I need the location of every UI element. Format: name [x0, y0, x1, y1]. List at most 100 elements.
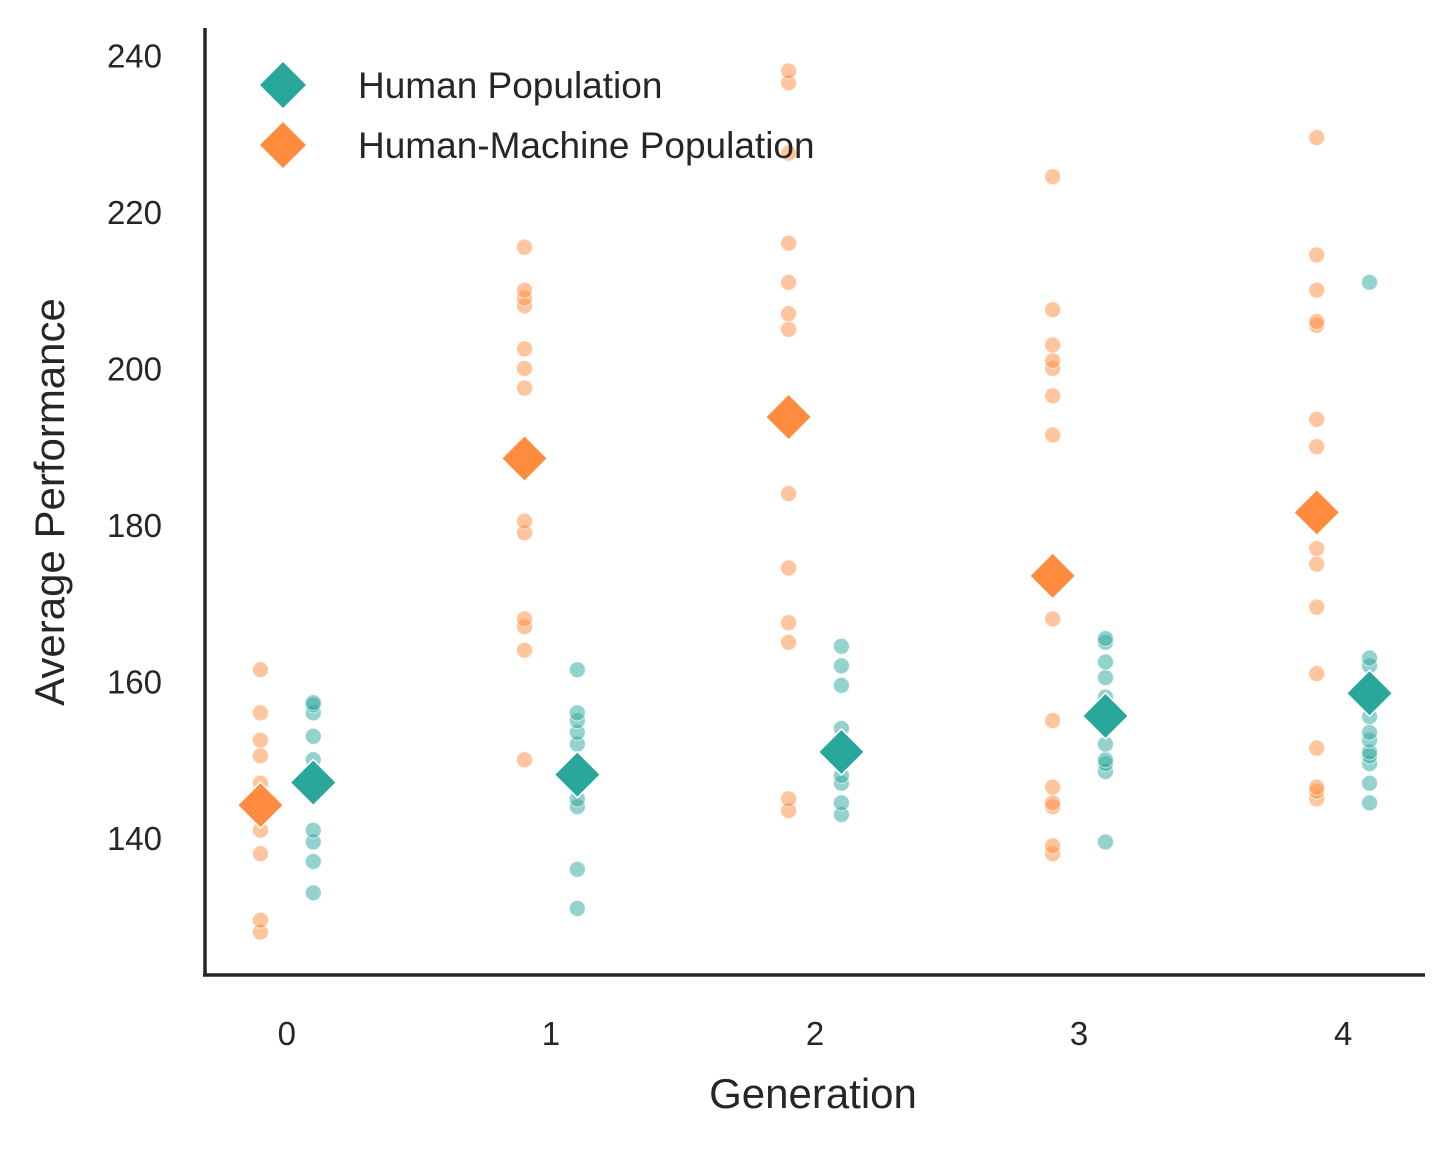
point-human-machine-gen3-4 — [1044, 778, 1062, 796]
points-layer — [251, 62, 1379, 941]
point-human-machine-gen4-14 — [1308, 129, 1326, 147]
point-human-gen3-0 — [1096, 833, 1114, 851]
point-human-gen0-0 — [304, 884, 322, 902]
legend-marker-human — [260, 62, 306, 108]
mean-human-machine-gen3 — [1028, 551, 1077, 600]
point-human-machine-gen4-4 — [1308, 665, 1326, 683]
point-human-machine-gen2-9 — [780, 234, 798, 252]
point-human-machine-gen3-3 — [1044, 794, 1062, 812]
point-human-gen2-1 — [832, 794, 850, 812]
point-human-machine-gen0-8 — [251, 731, 269, 749]
point-human-machine-gen2-2 — [780, 633, 798, 651]
point-human-gen1-9 — [568, 704, 586, 722]
point-human-gen0-3 — [304, 821, 322, 839]
point-human-machine-gen4-7 — [1308, 539, 1326, 557]
mean-human-gen0 — [289, 758, 338, 807]
mean-human-gen4 — [1345, 669, 1394, 718]
ticks-layer: 0 1 2 3 4 140 160 180 200 220 240 — [107, 37, 1352, 1052]
point-human-machine-gen2-5 — [780, 485, 798, 503]
mean-human-machine-gen4 — [1292, 488, 1341, 537]
y-tick-label-140: 140 — [107, 820, 162, 857]
point-human-machine-gen1-5 — [516, 512, 534, 530]
mean-human-machine-gen1 — [500, 434, 549, 483]
point-human-gen4-0 — [1361, 794, 1379, 812]
legend-item-human-machine: Human-Machine Population — [260, 122, 815, 168]
mean-human-gen3 — [1081, 691, 1130, 741]
point-human-machine-gen2-8 — [780, 273, 798, 291]
y-tick-label-240: 240 — [107, 37, 162, 74]
point-human-gen3-7 — [1096, 669, 1114, 687]
point-human-machine-gen1-7 — [516, 359, 534, 377]
point-human-gen2-7 — [832, 676, 850, 694]
y-axis-title: Average Performance — [26, 298, 73, 706]
x-axis-title: Generation — [709, 1070, 917, 1117]
point-human-gen4-10 — [1361, 649, 1379, 667]
point-human-machine-gen3-8 — [1044, 387, 1062, 405]
point-human-machine-gen0-7 — [251, 747, 269, 765]
point-human-gen0-10 — [304, 694, 322, 712]
legend-label-human-machine: Human-Machine Population — [358, 125, 815, 166]
point-human-machine-gen4-11 — [1308, 312, 1326, 330]
x-tick-label-4: 4 — [1334, 1015, 1352, 1052]
point-human-machine-gen2-12 — [780, 62, 798, 80]
point-human-gen2-8 — [832, 657, 850, 675]
legend-item-human: Human Population — [260, 62, 662, 108]
point-human-gen1-0 — [568, 899, 586, 917]
point-human-machine-gen4-5 — [1308, 598, 1326, 616]
point-human-machine-gen3-7 — [1044, 426, 1062, 444]
legend: Human Population Human-Machine Populatio… — [260, 62, 815, 168]
point-human-machine-gen2-7 — [780, 305, 798, 323]
point-human-machine-gen0-1 — [251, 911, 269, 929]
point-human-machine-gen3-1 — [1044, 837, 1062, 855]
point-human-machine-gen1-0 — [516, 751, 534, 769]
point-human-machine-gen2-3 — [780, 614, 798, 632]
means-layer — [236, 392, 1394, 830]
point-human-machine-gen4-12 — [1308, 281, 1326, 299]
y-tick-label-180: 180 — [107, 507, 162, 544]
point-human-machine-gen4-2 — [1308, 778, 1326, 796]
point-human-gen3-10 — [1096, 629, 1114, 647]
point-human-gen0-7 — [304, 727, 322, 745]
x-tick-label-0: 0 — [278, 1015, 296, 1052]
mean-human-machine-gen2 — [764, 392, 813, 442]
point-human-machine-gen4-9 — [1308, 410, 1326, 428]
x-tick-label-2: 2 — [806, 1015, 824, 1052]
mean-human-gen2 — [817, 727, 866, 777]
point-human-machine-gen1-8 — [516, 340, 534, 358]
mean-human-machine-gen0 — [236, 781, 285, 830]
y-tick-label-220: 220 — [107, 194, 162, 231]
point-human-gen3-8 — [1096, 653, 1114, 671]
point-human-machine-gen1-1 — [516, 641, 534, 659]
legend-marker-human-machine — [260, 122, 306, 168]
point-human-gen4-6 — [1361, 723, 1379, 741]
point-human-machine-gen2-1 — [780, 790, 798, 808]
y-tick-label-160: 160 — [107, 664, 162, 701]
point-human-gen4-11 — [1361, 273, 1379, 291]
point-human-gen3-3 — [1096, 751, 1114, 769]
point-human-machine-gen0-10 — [251, 661, 269, 679]
point-human-machine-gen1-6 — [516, 379, 534, 397]
axes-layer — [203, 28, 1425, 977]
point-human-machine-gen3-12 — [1044, 301, 1062, 319]
point-human-machine-gen0-2 — [251, 845, 269, 863]
point-human-machine-gen3-10 — [1044, 352, 1062, 370]
y-tick-label-200: 200 — [107, 350, 162, 387]
point-human-machine-gen0-9 — [251, 704, 269, 722]
point-human-machine-gen4-3 — [1308, 739, 1326, 757]
point-human-gen1-1 — [568, 860, 586, 878]
point-human-gen4-1 — [1361, 774, 1379, 792]
point-human-gen0-1 — [304, 853, 322, 871]
point-human-machine-gen3-6 — [1044, 610, 1062, 628]
point-human-machine-gen2-6 — [780, 320, 798, 338]
point-human-machine-gen1-11 — [516, 281, 534, 299]
point-human-machine-gen2-4 — [780, 559, 798, 577]
x-tick-label-1: 1 — [542, 1015, 560, 1052]
point-human-gen1-10 — [568, 661, 586, 679]
point-human-machine-gen2-10 — [780, 144, 798, 162]
point-human-machine-gen1-12 — [516, 238, 534, 256]
mean-human-gen1 — [553, 750, 602, 799]
legend-label-human: Human Population — [358, 65, 662, 106]
point-human-machine-gen4-13 — [1308, 246, 1326, 264]
point-human-gen2-9 — [832, 637, 850, 655]
